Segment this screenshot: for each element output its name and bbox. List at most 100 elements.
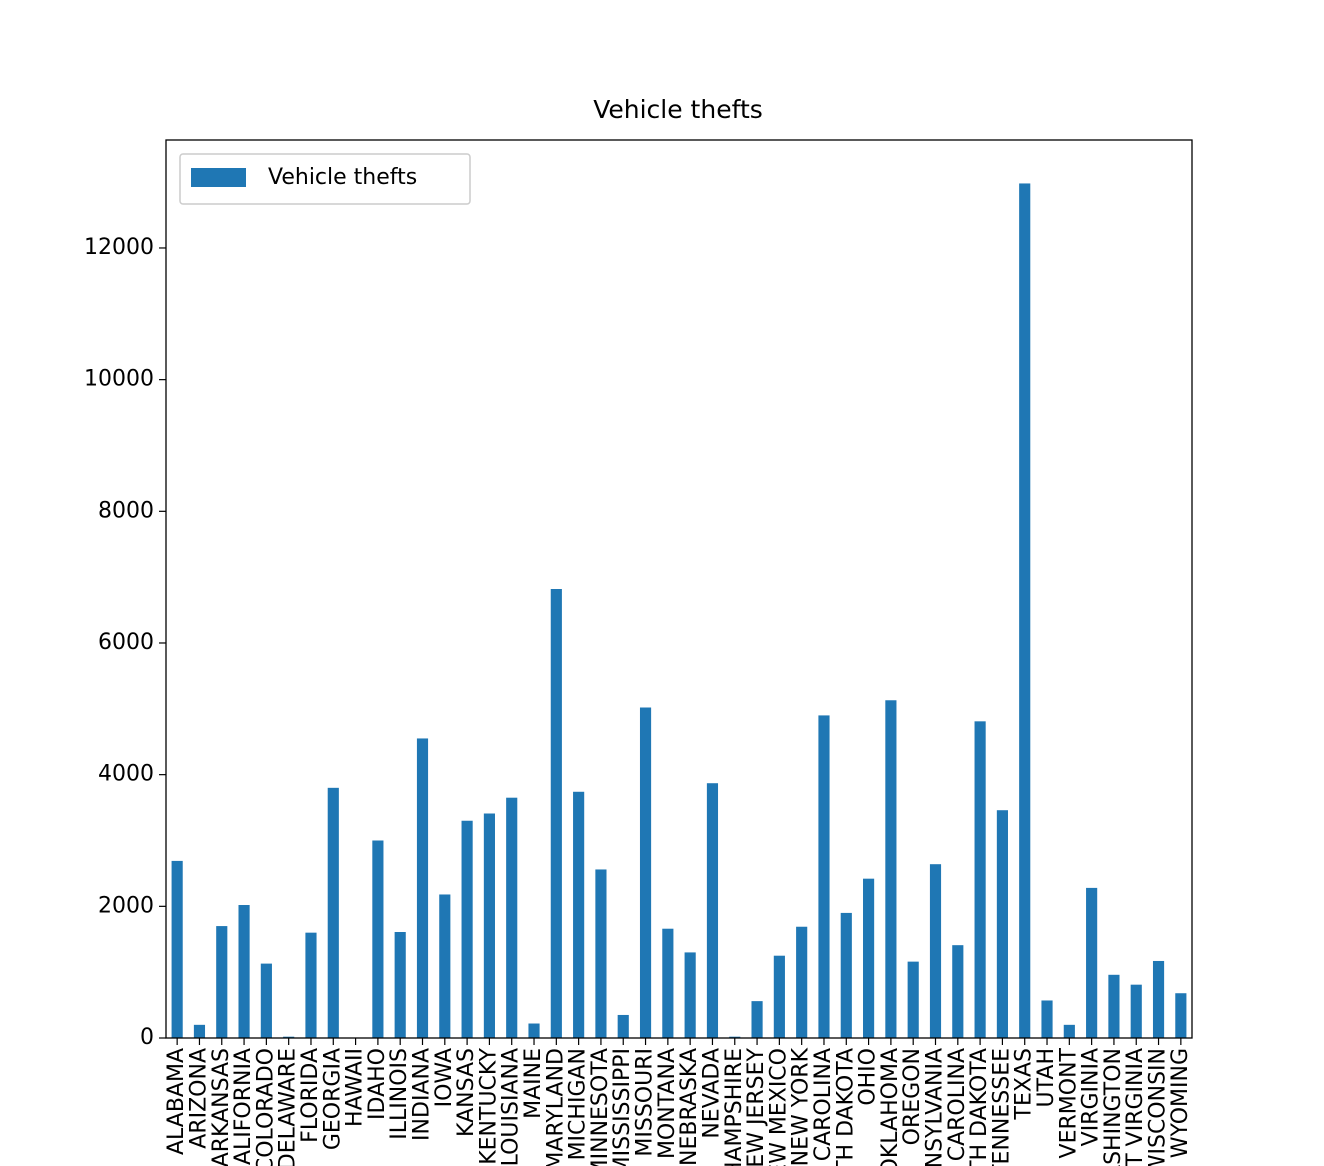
x-tick-label: MARYLAND [543, 1048, 568, 1166]
x-tick-label: DELAWARE [276, 1048, 301, 1166]
bar [573, 791, 585, 1038]
x-tick-label: GEORGIA [320, 1048, 345, 1150]
x-tick-label: FLORIDA [298, 1048, 323, 1143]
bar [706, 783, 719, 1038]
x-tick-label: KENTUCKY [476, 1047, 501, 1164]
legend-label: Vehicle thefts [268, 165, 417, 190]
bar [394, 932, 406, 1038]
x-tick-label: NEVADA [699, 1048, 724, 1139]
x-tick-label: COLORADO [253, 1048, 278, 1166]
bar [171, 860, 183, 1038]
y-tick-label: 8000 [98, 498, 154, 523]
x-tick-label: VIRGINIA [1079, 1048, 1104, 1146]
x-tick-label: OHIO [856, 1048, 881, 1106]
x-tick-label: MAINE [521, 1048, 546, 1119]
bar [639, 707, 652, 1038]
bar [1086, 887, 1098, 1038]
x-tick-label: TEXAS [1012, 1048, 1037, 1120]
x-tick-label: WISCONSIN [1146, 1048, 1171, 1166]
bar [439, 894, 451, 1038]
bar [216, 926, 228, 1038]
x-tick-label: WYOMING [1168, 1048, 1193, 1158]
x-tick-label: MISSOURI [633, 1048, 658, 1157]
plot-frame [165, 139, 1193, 1039]
bar [751, 1001, 763, 1038]
x-tick-label: NEW MEXICO [766, 1048, 791, 1166]
y-tick-label: 12000 [84, 235, 154, 260]
bar [550, 589, 562, 1038]
bar [372, 840, 384, 1038]
bar [416, 738, 429, 1038]
x-tick-label: TENNESSEE [989, 1048, 1014, 1166]
y-tick-label: 6000 [98, 630, 154, 655]
bar [1019, 183, 1031, 1039]
bar [260, 963, 272, 1038]
bar [528, 1023, 540, 1038]
bar [283, 1036, 295, 1038]
bar [461, 820, 473, 1038]
x-tick-label: VERMONT [1056, 1047, 1081, 1158]
bar [863, 878, 875, 1038]
x-tick-label: NORTH CAROLINA [811, 1048, 836, 1166]
x-tick-label: NEW HAMPSHIRE [722, 1048, 747, 1166]
bar [773, 955, 785, 1038]
x-tick-label: WASHINGTON [1101, 1048, 1126, 1166]
bar [193, 1024, 206, 1038]
bar [885, 700, 897, 1038]
legend: Vehicle thefts [179, 153, 471, 205]
x-tick-label: HAWAII [343, 1048, 368, 1127]
bar [305, 932, 317, 1038]
legend-box [179, 153, 471, 205]
bar [907, 961, 919, 1038]
x-tick-label: CALIFORNIA [231, 1048, 256, 1166]
bar [929, 864, 942, 1038]
x-tick-label: KANSAS [454, 1048, 479, 1137]
bar [1152, 960, 1165, 1038]
bar [974, 721, 986, 1038]
y-tick-label: 2000 [98, 893, 154, 918]
bar [595, 869, 607, 1038]
x-tick-label: PENNSYLVANIA [923, 1048, 948, 1166]
bar [1175, 993, 1187, 1038]
bar [729, 1036, 741, 1038]
bar [617, 1014, 629, 1038]
bar [1063, 1024, 1075, 1038]
y-tick-label: 4000 [98, 762, 154, 787]
x-tick-label: MONTANA [655, 1048, 680, 1159]
x-tick-label: OREGON [900, 1048, 925, 1145]
x-tick-label: MICHIGAN [566, 1048, 591, 1160]
bar [506, 797, 518, 1038]
x-tick-label: OKLAHOMA [878, 1048, 903, 1166]
x-tick-label: ILLINOIS [387, 1048, 412, 1140]
x-tick-label: ARKANSAS [209, 1048, 234, 1166]
x-tick-label: SOUTH CAROLINA [945, 1048, 970, 1166]
bar [1041, 1000, 1053, 1038]
bar [1130, 984, 1142, 1038]
x-tick-label: IDAHO [365, 1048, 390, 1120]
bar [684, 952, 696, 1038]
bar [840, 912, 852, 1038]
x-tick-label: INDIANA [410, 1048, 435, 1141]
x-tick-label: NEBRASKA [677, 1048, 702, 1166]
x-tick-label: WEST VIRGINIA [1123, 1048, 1148, 1166]
chart-title: Vehicle thefts [593, 95, 763, 124]
x-tick-label: NEW JERSEY [744, 1047, 769, 1166]
x-tick-label: ARIZONA [186, 1048, 211, 1149]
bar [238, 905, 250, 1038]
bar [483, 813, 495, 1038]
bar [996, 810, 1008, 1038]
x-tick-label: MINNESOTA [588, 1048, 613, 1166]
x-tick-label: ALABAMA [164, 1048, 189, 1155]
y-tick-label: 10000 [84, 367, 154, 392]
y-tick-label: 0 [140, 1025, 154, 1050]
bar [796, 926, 808, 1038]
bar [327, 787, 339, 1038]
x-tick-label: LOUISIANA [499, 1048, 524, 1166]
legend-swatch [191, 168, 246, 187]
x-tick-label: NORTH DAKOTA [833, 1048, 858, 1166]
x-tick-label: SOUTH DAKOTA [967, 1048, 992, 1166]
bar [1108, 974, 1120, 1038]
x-tick-label: UTAH [1034, 1048, 1059, 1107]
x-tick-label: NEW YORK [789, 1047, 814, 1166]
